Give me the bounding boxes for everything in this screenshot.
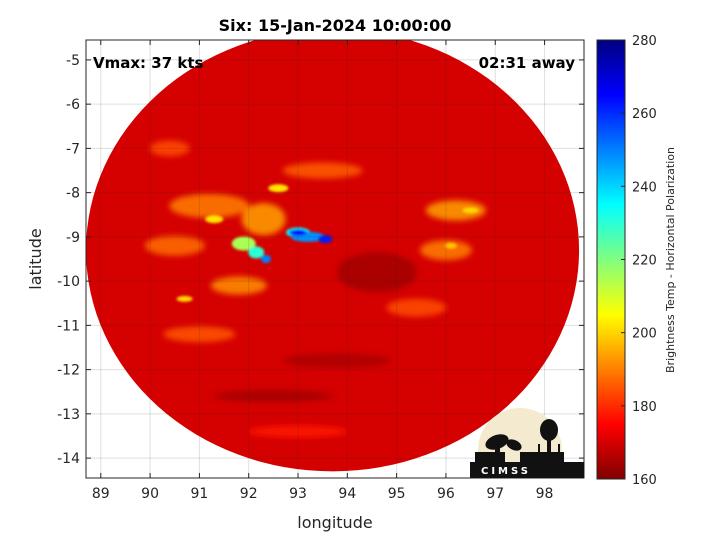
vmax-annotation: Vmax: 37 kts [93, 54, 203, 72]
x-tick-label: 95 [388, 486, 406, 502]
y-tick-label: -6 [66, 97, 80, 113]
swath-disk [86, 40, 579, 472]
x-tick-label: 89 [92, 486, 110, 502]
convection-features [176, 184, 479, 302]
colorbar-tick-label: 200 [632, 327, 657, 342]
colorbar-ticks: 280 260 240 220 200 180 160 [621, 34, 657, 488]
colorbar-label: Brightness Temp - Horizontal Polarizatio… [664, 147, 677, 373]
swath-texture [144, 140, 486, 438]
y-axis-ticks: -5 -6 -7 -8 -9 -10 -11 -12 -13 -14 [57, 53, 584, 467]
colorbar-tick-label: 220 [632, 254, 657, 269]
y-tick-label: -10 [57, 274, 80, 290]
x-tick-label: 98 [536, 486, 554, 502]
colorbar-tick-label: 160 [632, 473, 657, 488]
colorbar-tick-label: 280 [632, 34, 657, 49]
grid-lines [86, 40, 584, 478]
y-tick-label: -13 [57, 407, 80, 423]
y-tick-label: -9 [66, 230, 80, 246]
colorbar-tick-label: 180 [632, 400, 657, 415]
x-tick-label: 91 [190, 486, 208, 502]
y-tick-label: -7 [66, 141, 80, 157]
cimss-logo: CIMSS [470, 408, 584, 478]
x-tick-label: 96 [437, 486, 455, 502]
colorbar [596, 39, 626, 480]
y-tick-label: -11 [57, 318, 80, 334]
colorbar-tick-label: 240 [632, 180, 657, 195]
colorbar-tick-label: 260 [632, 107, 657, 122]
time-away-annotation: 02:31 away [479, 54, 576, 72]
x-tick-label: 92 [240, 486, 258, 502]
logo-text: CIMSS [481, 466, 531, 477]
brightness-temp-swath [86, 40, 579, 472]
y-axis-label: latitude [26, 228, 45, 289]
x-tick-label: 97 [486, 486, 504, 502]
y-tick-label: -12 [57, 363, 80, 379]
x-axis-ticks: 89 90 91 92 93 94 95 96 97 98 [92, 40, 554, 502]
x-tick-label: 90 [141, 486, 159, 502]
y-tick-label: -14 [57, 451, 80, 467]
x-tick-label: 94 [338, 486, 356, 502]
y-tick-label: -8 [66, 186, 80, 202]
x-tick-label: 93 [289, 486, 307, 502]
x-axis-label: longitude [297, 513, 372, 532]
chart-title: Six: 15-Jan-2024 10:00:00 [219, 16, 452, 35]
plot-frame [85, 39, 585, 479]
y-tick-label: -5 [66, 53, 80, 69]
